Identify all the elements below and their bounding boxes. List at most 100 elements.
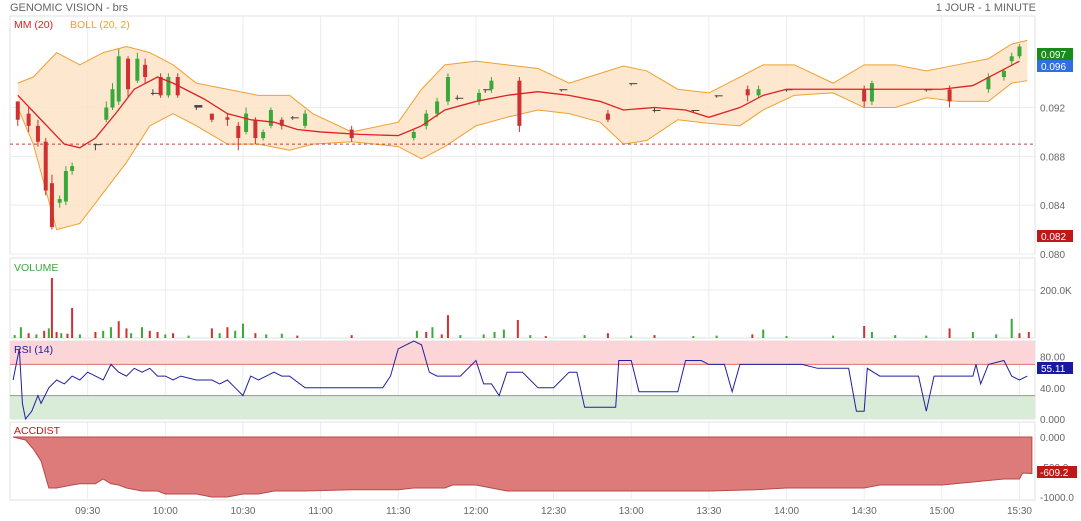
volume-bar: [446, 315, 449, 338]
panel-frame: [9, 421, 1036, 501]
price-tick-label: 0.088: [1040, 152, 1065, 163]
volume-bar: [995, 334, 998, 338]
volume-bar: [606, 333, 609, 338]
volume-bar: [47, 328, 50, 338]
volume-bar: [71, 308, 74, 338]
candle-body: [26, 113, 31, 126]
volume-bar: [66, 333, 69, 338]
candle-body: [1009, 56, 1014, 62]
candle-body: [225, 117, 230, 120]
rsi-oversold-band: [10, 395, 1035, 419]
x-tick-label: 10:30: [230, 506, 255, 517]
legend-entry: MM (20): [14, 19, 53, 31]
volume-bar: [187, 335, 190, 338]
candle-body: [869, 83, 874, 102]
volume-tick-label: 200.0K: [1040, 286, 1072, 297]
interval-label[interactable]: 1 JOUR - 1 MINUTE: [935, 2, 1036, 14]
candle-body: [49, 183, 54, 228]
candle-body: [158, 77, 163, 96]
accdist-tick-label: 0.000: [1040, 433, 1065, 444]
accdist-area: [12, 436, 1033, 498]
volume-bar: [583, 335, 586, 338]
candle-body: [261, 131, 266, 139]
candle-body: [435, 101, 440, 114]
volume-bar: [529, 335, 532, 338]
panel-frame: [9, 15, 1036, 255]
candle-body: [424, 113, 429, 126]
rsi-panel: 80.00 40.00 0.000 RSI (14) 55.11: [10, 340, 1073, 426]
volume-bar: [630, 335, 633, 338]
volume-bar: [164, 334, 167, 338]
volume-bar: [94, 332, 97, 338]
volume-bar: [894, 335, 897, 338]
volume-bar: [1018, 333, 1021, 338]
volume-bar: [130, 333, 133, 338]
volume-bar: [692, 336, 695, 338]
volume-bar: [280, 333, 283, 338]
volume-bar: [516, 320, 519, 338]
rsi-tick-label: 80.00: [1040, 353, 1065, 364]
x-tick-label: 15:30: [1007, 506, 1032, 517]
rsi-last-value-badge: [1037, 362, 1073, 374]
volume-bar: [715, 335, 718, 338]
accdist-tick-label: -1000.0: [1040, 493, 1074, 504]
candle-body: [605, 113, 610, 120]
candle-body: [135, 58, 140, 81]
volume-bar: [234, 330, 237, 338]
volume-bar: [785, 336, 788, 338]
price-panel: 0.080 0.084 0.088 0.092 MM (20) BOLL (20, 2) 0…: [10, 19, 1073, 261]
rsi-tick-label: 0.000: [1040, 415, 1065, 426]
rsi-label: RSI (14): [14, 344, 53, 356]
candle-body: [279, 119, 284, 126]
volume-bar: [43, 330, 46, 338]
candle-body: [290, 117, 299, 119]
volume-bar: [125, 328, 128, 338]
last-value-badge: [1037, 60, 1073, 72]
candle-body: [194, 105, 203, 108]
volume-bar: [210, 328, 213, 338]
candle-body: [756, 89, 761, 96]
volume-bar: [35, 334, 38, 338]
rsi-tick-label: 40.00: [1040, 384, 1065, 395]
volume-bar: [172, 333, 175, 338]
candle-body: [93, 144, 102, 146]
candle-body: [57, 199, 62, 203]
candle-body: [150, 92, 159, 94]
volume-bar: [254, 333, 257, 338]
x-tick-label: 12:00: [463, 506, 488, 517]
bollinger-upper-line: [17, 39, 1028, 133]
volume-bar: [544, 336, 547, 338]
volume-bar: [102, 330, 105, 338]
volume-bar: [218, 333, 221, 338]
candle-body: [63, 171, 68, 202]
volume-label: VOLUME: [14, 262, 58, 274]
volume-bar: [296, 335, 299, 338]
x-tick-label: 13:30: [696, 506, 721, 517]
candle-body: [517, 80, 522, 126]
candle-body: [986, 77, 991, 90]
candle-body: [268, 109, 273, 126]
candle-body: [303, 113, 308, 126]
volume-bar: [1010, 318, 1013, 338]
last-value-badge: [1037, 48, 1073, 60]
x-tick-label: 11:00: [308, 506, 333, 517]
volume-bar: [27, 333, 30, 338]
volume-bar: [141, 327, 144, 338]
candle-body: [236, 125, 241, 139]
accdist-last-value-badge: [1037, 466, 1077, 478]
volume-bar: [55, 332, 58, 338]
candle-body: [209, 113, 214, 120]
candle-body: [253, 119, 258, 139]
candle-body: [1017, 46, 1022, 57]
candle-body: [15, 101, 20, 120]
volume-bar: [502, 329, 505, 338]
volume-bar: [350, 335, 353, 338]
x-tick-label: 09:30: [75, 506, 100, 517]
volume-bar: [241, 323, 244, 338]
candle-body: [411, 131, 416, 139]
candle-body: [489, 80, 494, 90]
volume-bar: [117, 321, 120, 338]
volume-bar: [78, 334, 81, 338]
